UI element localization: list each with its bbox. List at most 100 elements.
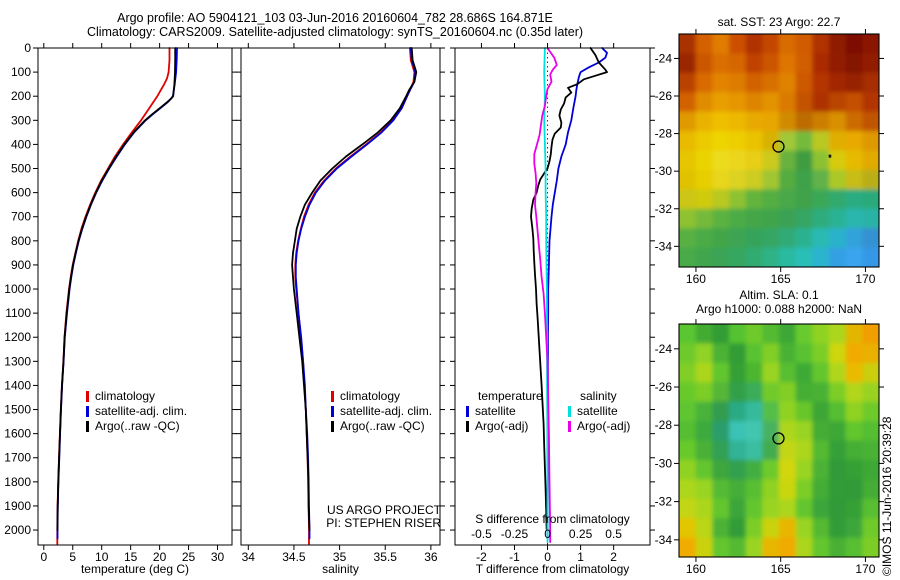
svg-text:165: 165: [771, 272, 791, 286]
salinity-legend: climatology satellite-adj. clim. Argo(..ra…: [331, 389, 432, 434]
legend-item: Argo(..raw -QC): [331, 419, 432, 434]
legend-label: satellite: [475, 404, 516, 418]
svg-text:1300: 1300: [4, 354, 31, 368]
legend-color-swatch: [466, 406, 469, 417]
svg-text:1900: 1900: [4, 499, 31, 513]
legend-label: climatology: [95, 389, 156, 403]
legend-color-swatch: [86, 391, 89, 402]
sla-map-title-line2: Argo h1000: 0.088 h2000: NaN: [695, 302, 863, 316]
legend-item: climatology: [86, 389, 187, 404]
svg-text:0.25: 0.25: [569, 527, 593, 541]
svg-text:700: 700: [11, 210, 31, 224]
annotation-pi-stephen-riser: PI: STEPHEN RISER: [326, 516, 441, 530]
svg-text:1600: 1600: [4, 427, 31, 441]
svg-text:300: 300: [11, 113, 31, 127]
legend-label: Argo(-adj): [475, 419, 529, 433]
legend-color-swatch: [568, 421, 571, 432]
diff-salinity-legend: salinity satellite Argo(-adj): [568, 389, 630, 434]
svg-text:1700: 1700: [4, 451, 31, 465]
svg-text:34.5: 34.5: [282, 550, 306, 564]
svg-text:-26: -26: [655, 89, 673, 103]
legend-item: satellite: [568, 404, 630, 419]
figure-title-line1: Argo profile: AO 5904121_103 03-Jun-2016…: [117, 11, 553, 25]
svg-text:160: 160: [686, 272, 706, 286]
difference_profile-panel: -2 -1 0 1 2 -0.5 -0.25 0 0.25 0.5: [450, 43, 655, 564]
difference_profile-series: [543, 47, 549, 543]
svg-text:1800: 1800: [4, 475, 31, 489]
svg-text:1400: 1400: [4, 378, 31, 392]
temperature-xaxis-label: temperature (deg C): [80, 562, 190, 576]
temperature_profile-series: [56, 47, 177, 531]
svg-text:600: 600: [11, 186, 31, 200]
svg-text:-34: -34: [655, 533, 673, 547]
svg-text:1000: 1000: [4, 282, 31, 296]
svg-text:100: 100: [11, 65, 31, 79]
map-speck: [828, 154, 832, 158]
diff-temperature-legend: temperature satellite Argo(-adj): [466, 389, 543, 434]
legend-header: salinity: [580, 389, 617, 403]
difference_profile-series: [546, 47, 608, 540]
svg-text:20: 20: [153, 550, 167, 564]
legend-item: satellite: [466, 404, 543, 419]
svg-text:30: 30: [211, 550, 225, 564]
temperature-legend: climatology satellite-adj. clim. Argo(..ra…: [86, 389, 187, 434]
salinity_profile-series: [291, 47, 418, 531]
salinity_profile-series: [294, 47, 416, 545]
svg-text:-28: -28: [655, 127, 673, 141]
sla_map-panel: 160 165 170 -24 -26 -28 -30 -32 -34: [655, 319, 884, 576]
svg-text:1100: 1100: [5, 306, 31, 320]
svg-text:1200: 1200: [4, 330, 31, 344]
svg-text:170: 170: [855, 272, 875, 286]
salinity_profile-panel: 34 34.5 35 35.5 36: [236, 43, 445, 564]
svg-text:35.5: 35.5: [374, 550, 398, 564]
legend-item: Argo(-adj): [466, 419, 543, 434]
salinity_profile-series: [294, 47, 417, 540]
sdiff-axis-label: S difference from climatology: [475, 512, 630, 526]
svg-text:0.5: 0.5: [605, 527, 622, 541]
svg-text:0: 0: [24, 41, 31, 55]
svg-text:-28: -28: [655, 418, 673, 432]
legend-color-swatch: [331, 391, 334, 402]
argo-position-marker: [772, 140, 785, 153]
legend-item: Argo(-adj): [568, 419, 630, 434]
svg-text:-32: -32: [655, 202, 673, 216]
legend-label: satellite-adj. clim.: [340, 404, 433, 418]
legend-color-swatch: [86, 421, 89, 432]
difference_profile-series: [530, 47, 608, 530]
legend-label: satellite: [577, 404, 618, 418]
svg-text:-24: -24: [655, 342, 673, 356]
legend-label: Argo(..raw -QC): [340, 419, 425, 433]
svg-text:25: 25: [182, 550, 196, 564]
argo-position-marker: [772, 432, 785, 445]
svg-text:800: 800: [11, 234, 31, 248]
svg-text:15: 15: [124, 550, 138, 564]
salinity-xaxis-label: salinity: [322, 562, 359, 576]
svg-text:-30: -30: [655, 164, 673, 178]
svg-text:-30: -30: [655, 456, 673, 470]
sla-map-title-line1: Altim. SLA: 0.1: [739, 288, 819, 302]
svg-text:-0.5: -0.5: [471, 527, 492, 541]
tdiff-xaxis-label: T difference from climatology: [475, 562, 630, 576]
svg-text:-34: -34: [655, 239, 673, 253]
legend-item: climatology: [331, 389, 432, 404]
svg-text:-2: -2: [476, 550, 487, 564]
legend-color-swatch: [331, 421, 334, 432]
legend-header: temperature: [478, 389, 543, 403]
sst_map-panel: 160 165 170 -24 -26 -28 -30 -32 -34: [655, 29, 884, 286]
svg-text:-1: -1: [509, 550, 520, 564]
legend-label: Argo(..raw -QC): [95, 419, 180, 433]
svg-text:400: 400: [11, 137, 31, 151]
svg-text:160: 160: [686, 562, 706, 576]
legend-item: satellite-adj. clim.: [86, 404, 187, 419]
imos-credit-timestamp: ©IMOS 11-Jun-2016 20:39:28: [880, 416, 894, 576]
legend-item: satellite-adj. clim.: [331, 404, 432, 419]
figure-title-line2: Climatology: CARS2009. Satellite-adjuste…: [86, 25, 584, 39]
svg-text:200: 200: [11, 89, 31, 103]
svg-text:0: 0: [40, 550, 47, 564]
svg-text:0: 0: [544, 527, 551, 541]
svg-text:1: 1: [577, 550, 584, 564]
legend-color-swatch: [568, 406, 571, 417]
svg-text:2000: 2000: [4, 523, 31, 537]
temperature_profile-panel: 0 5 10 15 20 25 300100200300400500600700800900…: [4, 41, 237, 564]
